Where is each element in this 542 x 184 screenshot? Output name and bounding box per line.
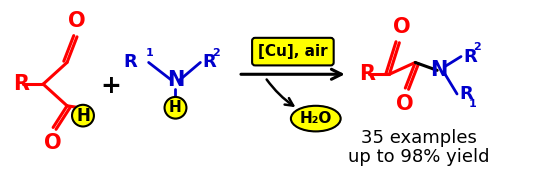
Text: 2: 2 [212,47,220,58]
Text: R: R [459,85,473,103]
Ellipse shape [291,106,340,131]
Text: H₂O: H₂O [300,111,332,126]
Text: N: N [430,60,448,80]
Text: R: R [202,54,216,71]
Text: O: O [392,17,410,37]
Text: +: + [100,74,121,98]
FancyBboxPatch shape [252,38,334,65]
Text: R: R [14,74,29,94]
Text: 1: 1 [469,99,477,109]
Text: R: R [463,47,477,66]
Text: R: R [359,64,376,84]
Text: O: O [44,133,62,153]
Text: up to 98% yield: up to 98% yield [349,148,490,166]
Text: O: O [397,94,414,114]
Text: [Cu], air: [Cu], air [258,44,328,59]
Text: H: H [169,100,182,115]
Text: 35 examples: 35 examples [362,129,477,147]
Text: O: O [68,11,86,31]
Text: N: N [167,70,184,90]
Text: 2: 2 [473,42,481,52]
Text: H: H [76,107,90,125]
Circle shape [165,97,186,119]
Circle shape [72,105,94,126]
Text: R: R [123,54,137,71]
Text: 1: 1 [146,47,153,58]
